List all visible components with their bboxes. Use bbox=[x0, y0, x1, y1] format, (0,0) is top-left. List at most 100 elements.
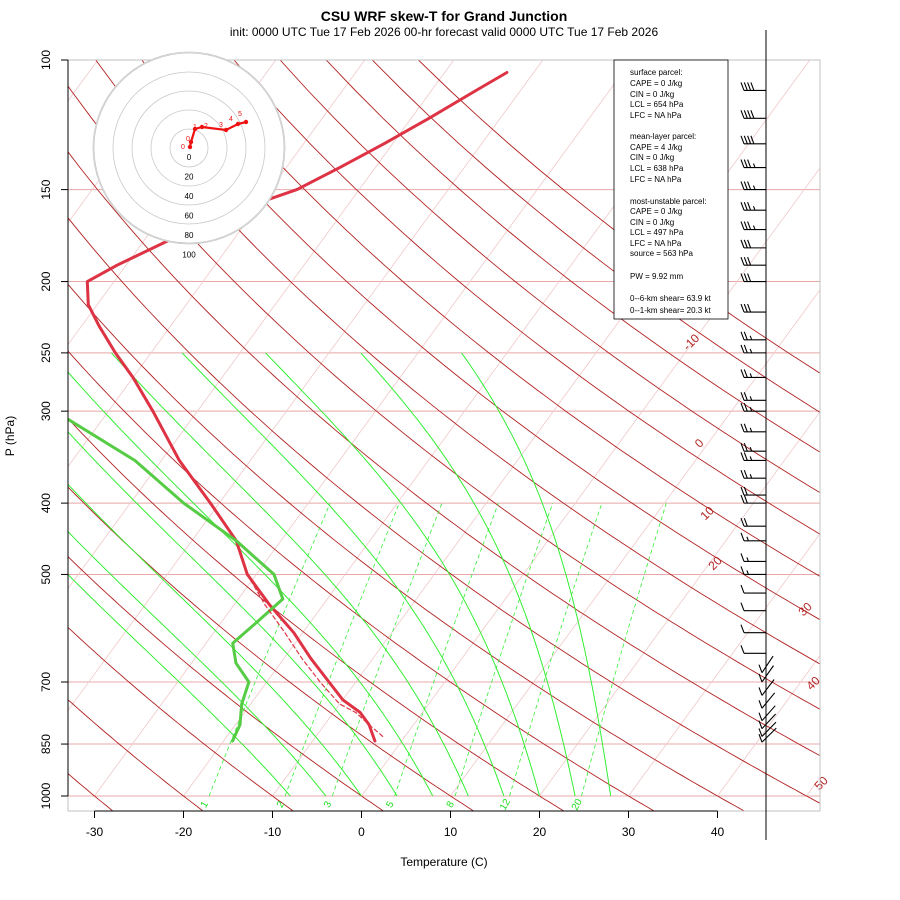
info-box-frame bbox=[613, 59, 729, 320]
isotherm-line bbox=[68, 60, 455, 590]
dewpoint-line bbox=[68, 417, 285, 743]
wind-barb-half-tick bbox=[752, 185, 756, 190]
wind-barb-half-tick bbox=[749, 335, 753, 341]
wind-barb-tick bbox=[740, 584, 745, 594]
wind-barb-icon bbox=[740, 486, 766, 496]
info-line: CAPE = 0 J/kg bbox=[630, 207, 682, 216]
wind-barb-tick bbox=[740, 402, 745, 412]
wind-barb-tick bbox=[747, 110, 752, 119]
y-tick-label: 400 bbox=[39, 493, 53, 513]
wind-barb-shaft bbox=[761, 713, 777, 730]
wind-barb-tick bbox=[743, 452, 748, 461]
wind-barb-icon bbox=[740, 553, 766, 562]
wind-barb-tick bbox=[743, 110, 748, 119]
info-line: LFC = NA hPa bbox=[630, 239, 682, 248]
isotherm-line bbox=[896, 60, 900, 796]
wind-barb-icon bbox=[740, 624, 766, 634]
wind-barb-tick bbox=[747, 181, 752, 190]
hodograph-point-label: 3 bbox=[219, 122, 223, 129]
dry-adiabat-label: -10 bbox=[680, 331, 702, 353]
isotherm-line bbox=[717, 654, 820, 797]
isotherm-line bbox=[94, 60, 633, 797]
hodograph-ring-label: 60 bbox=[185, 212, 194, 221]
wind-barb-icon bbox=[740, 369, 766, 379]
dry-adiabat bbox=[95, 60, 820, 665]
wind-barb-icon bbox=[740, 392, 766, 401]
isotherm-line bbox=[539, 411, 820, 797]
wind-barb-tick bbox=[740, 273, 745, 282]
moist-adiabat bbox=[265, 352, 540, 797]
wind-barb-icon bbox=[740, 402, 766, 412]
dry-adiabat bbox=[279, 60, 820, 494]
wind-barb-tick bbox=[743, 402, 748, 412]
y-tick-label: 150 bbox=[39, 179, 53, 199]
x-tick-label: -20 bbox=[175, 825, 193, 839]
moist-adiabat bbox=[68, 530, 327, 797]
hodograph-ring bbox=[169, 128, 209, 168]
wind-barb-tick bbox=[743, 442, 748, 452]
wind-barb-icon bbox=[740, 602, 766, 612]
dry-adiabat-label: 50 bbox=[811, 773, 831, 793]
wind-barb-tick bbox=[747, 221, 752, 230]
wind-barb-icon bbox=[740, 239, 766, 249]
wind-barb-shaft bbox=[761, 721, 777, 737]
wind-barb-icon bbox=[740, 470, 766, 479]
wind-barb-tick bbox=[747, 273, 752, 282]
hodograph-point-label: 0 bbox=[181, 144, 185, 151]
mixing-ratio-line bbox=[284, 502, 400, 797]
wind-barb-icon bbox=[758, 692, 776, 709]
isotherm-line bbox=[272, 60, 811, 797]
wind-barb-tick bbox=[740, 303, 745, 313]
dry-adiabat bbox=[371, 60, 820, 413]
hodograph-point bbox=[187, 144, 193, 150]
wind-barb-tick bbox=[740, 470, 745, 479]
wind-barb-tick bbox=[747, 135, 752, 145]
mixing-ratio-line bbox=[208, 502, 331, 797]
wind-barb-tick bbox=[740, 566, 745, 575]
wind-barb-tick bbox=[747, 159, 752, 168]
wind-barb-half-tick bbox=[746, 557, 749, 562]
wind-barb-tick bbox=[743, 202, 748, 211]
chart-series bbox=[68, 71, 509, 743]
info-line: 0--6-km shear= 63.9 kt bbox=[630, 294, 711, 303]
wind-barb-icon bbox=[740, 110, 766, 119]
hodograph-ring bbox=[150, 109, 228, 187]
wind-barb-icon bbox=[758, 727, 777, 743]
wind-barb-tick bbox=[758, 720, 763, 729]
dry-adiabat bbox=[68, 626, 294, 811]
wind-barb-half-tick bbox=[749, 396, 753, 401]
hodograph-ring-label: 80 bbox=[185, 231, 194, 240]
wind-barb-icon bbox=[740, 273, 766, 283]
dry-adiabat bbox=[325, 60, 820, 453]
wind-barb-icon bbox=[758, 655, 774, 674]
wind-barb-half-tick bbox=[749, 446, 753, 452]
mixing-ratio-label: 1 bbox=[199, 799, 212, 810]
wind-barb-tick bbox=[740, 331, 745, 341]
hodograph-point bbox=[199, 124, 205, 130]
isotherm-line bbox=[68, 60, 544, 712]
surface-parcel-line bbox=[246, 573, 384, 738]
dry-adiabat-label: 10 bbox=[697, 503, 717, 523]
wind-barb-half-tick bbox=[749, 456, 753, 461]
wind-barb-tick bbox=[743, 518, 748, 527]
wind-barb-shaft bbox=[761, 727, 777, 743]
dry-adiabat bbox=[141, 60, 820, 621]
y-tick-label: 300 bbox=[39, 401, 53, 421]
moist-adiabat bbox=[360, 352, 576, 797]
dry-adiabat bbox=[418, 60, 820, 374]
chart-axes: -30 -20 -10 0 10 20 30 401001502002503004005007… bbox=[39, 50, 724, 839]
wind-barb-tick bbox=[743, 135, 748, 145]
dry-adiabat bbox=[68, 417, 565, 811]
info-line: CAPE = 0 J/kg bbox=[630, 79, 682, 88]
hodograph-ring-label: 20 bbox=[185, 173, 194, 182]
wind-barb-tick bbox=[758, 673, 763, 683]
hodograph-point-label: 5 bbox=[238, 111, 242, 118]
dry-adiabat bbox=[68, 486, 475, 811]
wind-barb-icon bbox=[740, 494, 766, 504]
wind-barb-tick bbox=[758, 664, 763, 673]
hodograph-point bbox=[188, 139, 194, 145]
wind-barb-tick bbox=[743, 486, 748, 496]
mixing-ratio-label: 5 bbox=[384, 799, 397, 810]
wind-barb-icon bbox=[740, 181, 766, 191]
